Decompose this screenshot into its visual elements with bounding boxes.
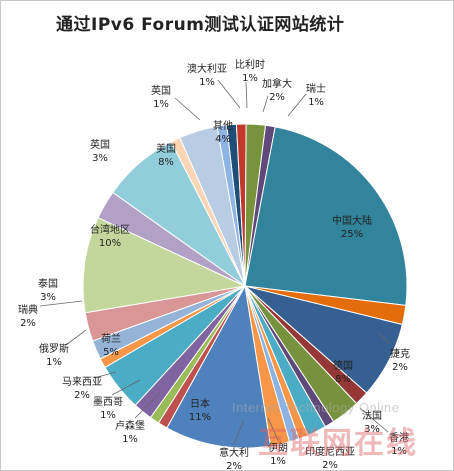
slice-label: 日本 — [190, 397, 210, 410]
leader-line — [233, 419, 245, 445]
slice-label: 捷克 — [390, 347, 410, 360]
slice-label: 荷兰 — [101, 332, 121, 345]
slice-percent: 25% — [341, 229, 363, 240]
slice-percent: 4% — [215, 134, 231, 145]
watermark-chinese: 互联网在线 — [258, 427, 418, 460]
slice-label: 墨西哥 — [93, 396, 123, 408]
slice-percent: 1% — [153, 99, 169, 110]
slice-label: 德国 — [333, 359, 353, 372]
slice-label: 卢森堡 — [115, 419, 145, 432]
slice-percent: 1% — [242, 73, 258, 84]
slice-percent: 11% — [189, 412, 211, 423]
leader-line — [245, 81, 248, 109]
pie-slice — [166, 284, 272, 449]
slice-label: 瑞士 — [306, 82, 326, 95]
slice-percent: 2% — [392, 362, 408, 373]
leader-line — [359, 407, 389, 433]
slice-label: 瑞典 — [18, 303, 38, 316]
slice-label: 其他 — [213, 119, 233, 132]
slice-percent: 1% — [199, 77, 215, 88]
slice-percent: 2% — [20, 318, 36, 329]
slice-percent: 2% — [226, 461, 242, 471]
slice-percent: 5% — [103, 347, 119, 358]
leader-line — [93, 371, 117, 379]
leader-line — [287, 93, 307, 117]
pie-slice — [244, 126, 408, 306]
slice-label: 美国 — [156, 142, 176, 155]
slice-label: 中国大陆 — [332, 214, 372, 227]
leader-line — [134, 392, 161, 419]
leader-line — [111, 379, 141, 396]
leader-line — [377, 331, 391, 345]
slice-percent: 1% — [122, 434, 138, 445]
slice-label: 印度尼西亚 — [305, 445, 355, 458]
slice-percent: 2% — [74, 390, 90, 401]
leader-line — [267, 417, 279, 441]
leader-line — [174, 97, 201, 121]
slice-label: 台湾地区 — [90, 223, 130, 236]
slice-percent: 3% — [92, 153, 108, 164]
slice-percent: 8% — [335, 374, 351, 385]
leader-line — [65, 329, 87, 346]
slice-percent: 2% — [269, 92, 285, 103]
slice-label: 澳大利亚 — [187, 62, 227, 75]
slice-label: 泰国 — [38, 277, 58, 290]
leader-line — [262, 95, 269, 113]
watermark-english: Internet Technology Online — [232, 400, 400, 415]
slice-label: 比利时 — [235, 59, 265, 71]
slice-label: 英国 — [151, 84, 171, 97]
leader-line — [217, 79, 241, 109]
slice-label: 马来西亚 — [62, 376, 102, 388]
slice-percent: 1% — [270, 456, 286, 467]
slice-percent: 1% — [46, 357, 62, 368]
slice-percent: 3% — [364, 424, 380, 435]
leader-line — [39, 300, 83, 307]
slice-percent: 1% — [308, 97, 324, 108]
slice-label: 意大利 — [219, 446, 249, 459]
pie-slice — [216, 124, 246, 287]
slice-percent: 1% — [100, 410, 116, 421]
slice-percent: 3% — [40, 292, 56, 303]
slice-label: 俄罗斯 — [39, 342, 69, 355]
slice-percent: 8% — [158, 157, 174, 168]
slice-label: 法国 — [362, 409, 382, 422]
slice-label: 英国 — [90, 138, 110, 151]
slice-percent: 2% — [322, 460, 338, 471]
chart-title: 通过IPv6 Forum测试认证网站统计 — [56, 15, 345, 35]
slice-label: 加拿大 — [262, 77, 292, 90]
slice-label: 伊朗 — [268, 442, 288, 454]
slice-label: 香港 — [389, 432, 409, 444]
pie-slice — [82, 216, 247, 314]
slice-percent: 1% — [391, 446, 407, 457]
slice-percent: 10% — [99, 238, 121, 249]
